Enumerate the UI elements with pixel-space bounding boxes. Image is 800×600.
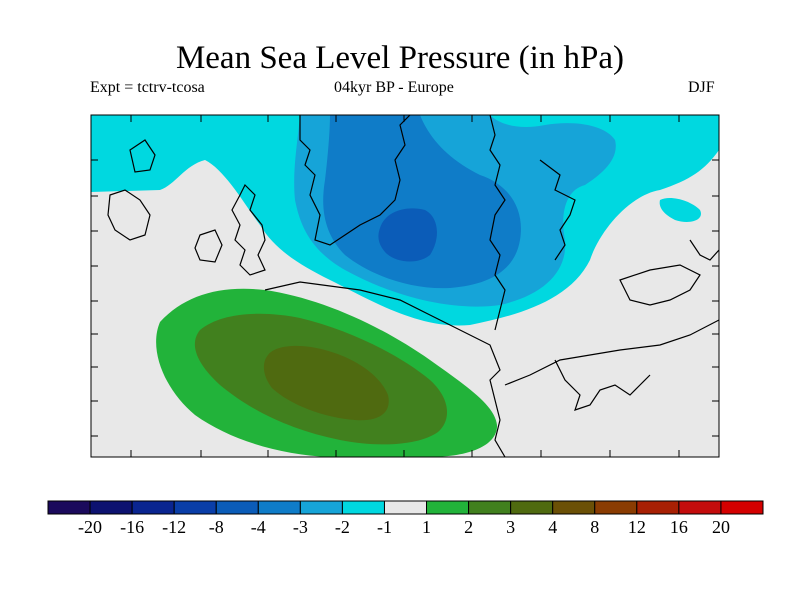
colorbar-swatch [89,500,133,515]
coastline-finland-russia [489,115,506,331]
colorbar-swatches [47,500,764,515]
colorbar-swatch [594,500,638,515]
coastline-north-east [539,159,576,261]
colorbar-swatch [131,500,175,515]
colorbar-tick-label: -1 [377,517,392,537]
frame-ticks [91,115,719,457]
colorbar-tick-label: 20 [712,517,730,537]
colorbar-swatch [678,500,722,515]
colorbar-labels: -20 -16 -12 -8 -4 -3 -2 -1 1 2 3 4 8 12 16 20 [78,517,730,537]
colorbar-swatch [257,500,301,515]
colorbar-tick-label: -20 [78,517,102,537]
colorbar-swatch [552,500,596,515]
season-label: DJF [688,79,715,96]
colorbar-swatch [468,500,512,515]
colorbar-tick-label: 16 [670,517,688,537]
contour-neg-4 [378,208,437,262]
colorbar-swatch [299,500,343,515]
colorbar-tick-label: -16 [120,517,144,537]
chart-title: Mean Sea Level Pressure (in hPa) [175,40,625,76]
coastline-black-sea [619,264,701,306]
coastline-europe-mainland [264,281,506,457]
coastline-iceland [107,189,151,241]
colorbar-tick-label: 8 [590,517,599,537]
colorbar-swatch [215,500,259,515]
coastline-uk [231,183,266,276]
coastline-mediterranean [504,319,719,386]
colorbar-swatch [173,500,217,515]
experiment-label: Expt = tctrv-tcosa [90,79,205,96]
colorbar-swatch [341,500,385,515]
colorbar-tick-label: -3 [293,517,308,537]
colorbar-swatch [636,500,680,515]
colorbar-tick-label: 3 [506,517,515,537]
contour-pos-3 [263,345,389,421]
colorbar-tick-label: -2 [335,517,350,537]
map-frame [90,114,720,458]
colorbar-swatch [510,500,554,515]
colorbar-swatch [426,500,470,515]
coastline-caspian-east [689,239,719,261]
period-region-label: 04kyr BP - Europe [334,79,454,96]
colorbar-tick-label: -4 [251,517,266,537]
colorbar-tick-label: 1 [422,517,431,537]
coastline-ireland [194,229,223,263]
colorbar-swatch [383,500,428,515]
colorbar-swatch [720,500,764,515]
colorbar-swatch [47,500,91,515]
colorbar-tick-label: -12 [162,517,186,537]
coastlines [107,115,719,457]
colorbar-tick-label: 12 [628,517,646,537]
coastline-svalbard [129,139,156,173]
coastline-scandinavia [299,115,411,246]
contour-neg-1-east [659,198,701,222]
colorbar-tick-label: 4 [548,517,557,537]
contour-neg-3 [323,115,521,289]
colorbar-tick-label: 2 [464,517,473,537]
coastline-italy-balkans [554,359,651,411]
colorbar-tick-label: -8 [209,517,224,537]
